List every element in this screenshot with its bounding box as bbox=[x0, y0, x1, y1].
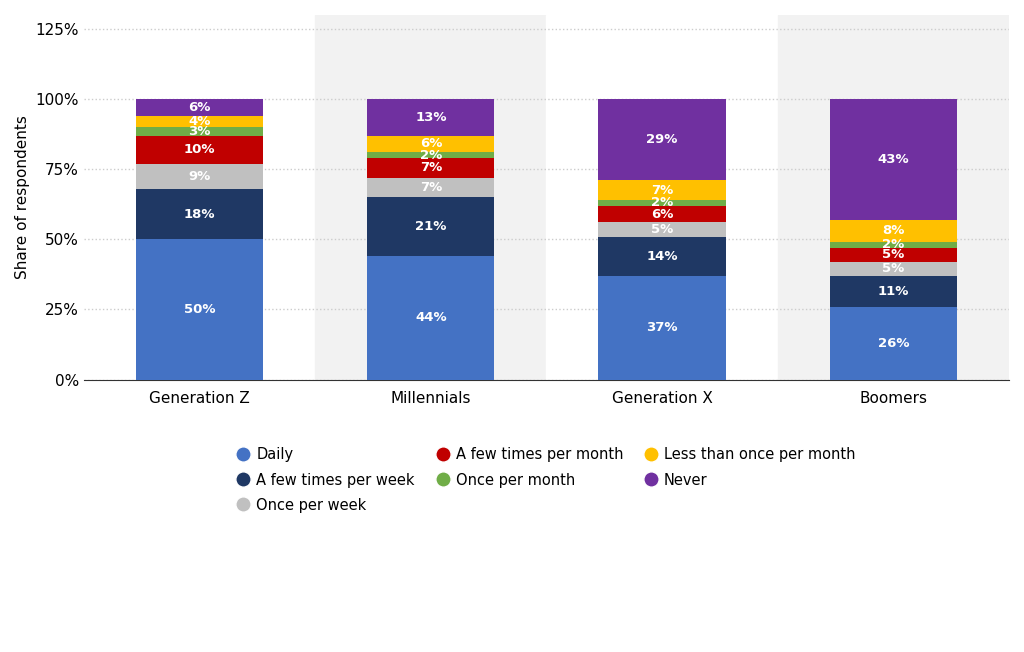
Bar bbox=[136, 164, 263, 189]
Legend: Daily, A few times per week, Once per week, A few times per month, Once per mont: Daily, A few times per week, Once per we… bbox=[231, 441, 861, 518]
Bar bbox=[315, 15, 547, 379]
Bar bbox=[829, 276, 957, 306]
Text: 3%: 3% bbox=[188, 125, 211, 138]
Bar bbox=[136, 189, 263, 239]
Bar bbox=[136, 127, 263, 136]
Bar bbox=[547, 15, 778, 379]
Bar bbox=[368, 153, 495, 158]
Text: 5%: 5% bbox=[883, 262, 904, 275]
Bar bbox=[829, 306, 957, 379]
Text: 13%: 13% bbox=[415, 111, 446, 124]
Bar bbox=[829, 261, 957, 276]
Bar bbox=[829, 99, 957, 220]
Bar bbox=[598, 205, 726, 222]
Bar bbox=[598, 99, 726, 181]
Text: 9%: 9% bbox=[188, 170, 211, 183]
Text: 18%: 18% bbox=[183, 207, 215, 220]
Y-axis label: Share of respondents: Share of respondents bbox=[15, 115, 30, 279]
Text: 29%: 29% bbox=[646, 133, 678, 146]
Bar bbox=[368, 177, 495, 198]
Text: 14%: 14% bbox=[646, 250, 678, 263]
Text: 37%: 37% bbox=[646, 321, 678, 334]
Text: 26%: 26% bbox=[878, 336, 909, 349]
Text: 43%: 43% bbox=[878, 153, 909, 166]
Bar bbox=[829, 242, 957, 248]
Text: 8%: 8% bbox=[883, 224, 904, 237]
Text: 5%: 5% bbox=[883, 248, 904, 261]
Bar bbox=[598, 181, 726, 200]
Text: 6%: 6% bbox=[651, 207, 674, 220]
Text: 7%: 7% bbox=[651, 184, 673, 197]
Text: 7%: 7% bbox=[420, 181, 442, 194]
Bar bbox=[136, 116, 263, 127]
Text: 10%: 10% bbox=[183, 143, 215, 156]
Text: 5%: 5% bbox=[651, 223, 673, 236]
Bar bbox=[136, 239, 263, 379]
Bar bbox=[778, 15, 1009, 379]
Text: 2%: 2% bbox=[420, 149, 442, 162]
Bar bbox=[136, 136, 263, 164]
Text: 6%: 6% bbox=[188, 101, 211, 114]
Text: 7%: 7% bbox=[420, 161, 442, 174]
Bar bbox=[829, 248, 957, 261]
Bar bbox=[829, 220, 957, 242]
Text: 44%: 44% bbox=[415, 312, 446, 324]
Bar bbox=[598, 237, 726, 276]
Bar bbox=[368, 158, 495, 177]
Text: 2%: 2% bbox=[883, 239, 904, 252]
Bar bbox=[368, 99, 495, 136]
Text: 2%: 2% bbox=[651, 196, 673, 209]
Bar bbox=[136, 99, 263, 116]
Text: 50%: 50% bbox=[183, 303, 215, 316]
Bar bbox=[598, 222, 726, 237]
Text: 11%: 11% bbox=[878, 285, 909, 298]
Bar bbox=[368, 198, 495, 256]
Text: 6%: 6% bbox=[420, 138, 442, 151]
Bar bbox=[84, 15, 315, 379]
Text: 4%: 4% bbox=[188, 115, 211, 128]
Bar bbox=[368, 136, 495, 153]
Bar bbox=[598, 200, 726, 205]
Bar bbox=[598, 276, 726, 379]
Text: 21%: 21% bbox=[415, 220, 446, 233]
Bar bbox=[368, 256, 495, 379]
